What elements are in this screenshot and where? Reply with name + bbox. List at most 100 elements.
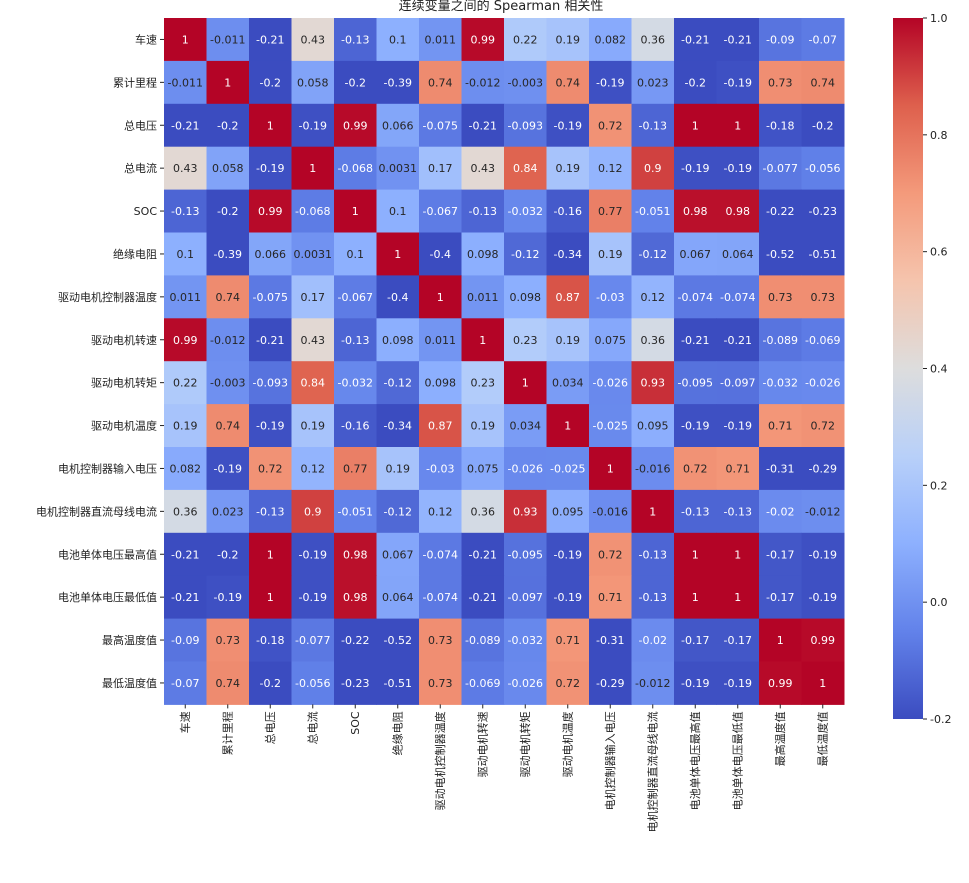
cell-value-label: -0.074 [678,291,713,304]
heatmap-cell [759,661,802,705]
y-tick-label: 电机控制器直流母线电流 [36,504,157,518]
x-tick-label: 绝缘电阻 [391,711,405,755]
heatmap-cell [376,189,420,233]
heatmap-cell [759,489,802,534]
cell-value-label: -0.012 [805,505,840,518]
x-tick-label: 电机控制器输入电压 [603,711,617,810]
heatmap-cell [164,18,207,62]
cell-value-label: -0.52 [766,248,794,261]
cell-value-label: 0.77 [598,205,623,218]
heatmap-cell [291,489,335,534]
heatmap-cell [206,275,250,319]
cell-value-label: 0.058 [212,162,244,175]
cell-value-label: -0.032 [508,634,543,647]
heatmap-cell [206,447,250,491]
cell-value-label: 0.098 [382,334,414,347]
heatmap-cell [419,146,462,191]
cell-value-label: 1 [352,205,359,218]
heatmap-cell [461,447,505,491]
heatmap-cell [546,18,590,62]
cell-value-label: -0.051 [635,205,670,218]
cell-value-label: 0.1 [347,248,365,261]
heatmap-cell [334,318,377,362]
heatmap-cell [674,60,717,105]
cell-value-label: -0.2 [217,119,238,132]
cell-value-label: 0.43 [301,33,326,46]
heatmap-cell [674,232,717,276]
cell-value-label: -0.068 [338,162,373,175]
heatmap-cell [461,146,505,191]
cell-value-label: -0.16 [554,205,582,218]
cell-value-label: 1 [267,119,274,132]
cell-value-label: -0.19 [256,420,284,433]
heatmap-cell [759,146,802,191]
cell-value-label: 1 [819,677,826,690]
heatmap-cell [546,404,590,448]
heatmap-cell [419,60,462,105]
cell-value-label: -0.12 [639,248,667,261]
heatmap-cell [716,575,760,620]
x-tick-label: 总电流 [306,711,320,744]
heatmap-cell [291,103,335,148]
x-tick-label: 最低温度值 [816,711,830,766]
heatmap-cell [206,60,250,105]
x-tick-label: 累计里程 [222,711,235,755]
cell-value-label: 0.064 [382,591,414,604]
y-tick-label: 总电流 [124,161,157,175]
cell-value-label: 0.71 [556,634,581,647]
heatmap-cell [164,361,207,405]
heatmap-cell [589,489,632,534]
cell-value-label: -0.069 [465,677,500,690]
y-tick-label: 最低温度值 [102,676,157,690]
cell-value-label: -0.29 [596,677,624,690]
heatmap-cell [376,361,420,405]
y-tick-label: 驱动电机转速 [91,333,157,347]
heatmap-cell [504,146,547,191]
cell-value-label: -0.21 [724,33,752,46]
cell-value-label: -0.025 [550,462,585,475]
cell-value-label: -0.02 [766,505,794,518]
cell-value-label: -0.077 [295,634,330,647]
heatmap-cell [504,661,547,705]
cell-value-label: 0.12 [428,505,453,518]
x-tick-label: 驱动电机转矩 [518,711,532,777]
heatmap-cell [759,189,802,233]
cell-value-label: -0.09 [171,634,199,647]
cell-value-label: 0.98 [683,205,708,218]
heatmap-cell [759,618,802,662]
cell-value-label: -0.003 [210,377,245,390]
cell-value-label: -0.19 [809,548,837,561]
cell-value-label: 1 [649,505,656,518]
heatmap-cell [206,489,250,534]
heatmap-cell [376,60,420,105]
cell-value-label: 0.84 [513,162,538,175]
heatmap-cell [504,18,547,62]
cell-value-label: -0.21 [256,334,284,347]
heatmap-cell [376,489,420,534]
heatmap-cell [546,361,590,405]
heatmap-cell [801,189,845,233]
heatmap-cell [546,275,590,319]
cell-value-label: 0.72 [811,420,836,433]
cell-value-label: 0.74 [556,76,581,89]
cell-value-label: -0.12 [384,505,412,518]
heatmap-cell [249,275,292,319]
cell-value-label: 1 [692,591,699,604]
cell-value-label: 0.023 [637,76,669,89]
heatmap-cell [504,618,547,662]
heatmap-cell [674,575,717,620]
heatmap-cell [759,447,802,491]
heatmap-cell [546,318,590,362]
heatmap-cell [334,361,377,405]
heatmap-cell [249,232,292,276]
cell-value-label: 1 [479,334,486,347]
cell-value-label: 1 [607,462,614,475]
heatmap-cell [461,489,505,534]
cell-value-label: -0.13 [724,505,752,518]
cell-value-label: -0.012 [465,76,500,89]
cell-value-label: 0.93 [513,505,538,518]
cell-value-label: -0.068 [295,205,330,218]
cell-value-label: -0.39 [384,76,412,89]
heatmap-cell [716,18,760,62]
